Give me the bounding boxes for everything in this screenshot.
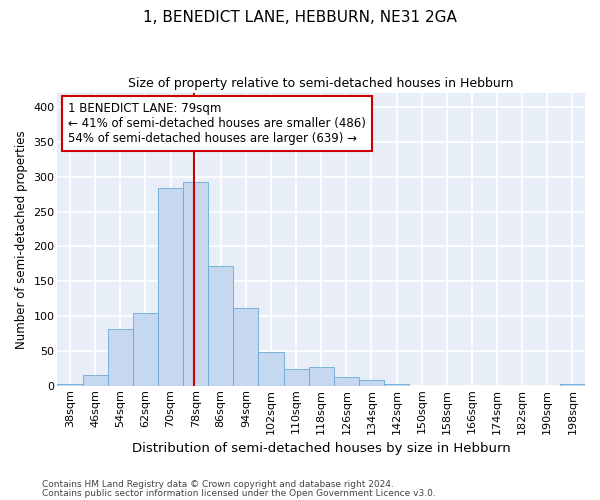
Title: Size of property relative to semi-detached houses in Hebburn: Size of property relative to semi-detach… <box>128 78 514 90</box>
Bar <box>308 367 334 386</box>
Bar <box>233 308 259 386</box>
Bar <box>58 384 83 386</box>
Y-axis label: Number of semi-detached properties: Number of semi-detached properties <box>15 130 28 349</box>
Bar <box>384 384 409 386</box>
Bar <box>359 380 384 386</box>
Text: 1 BENEDICT LANE: 79sqm
← 41% of semi-detached houses are smaller (486)
54% of se: 1 BENEDICT LANE: 79sqm ← 41% of semi-det… <box>68 102 366 145</box>
Bar <box>560 384 585 386</box>
X-axis label: Distribution of semi-detached houses by size in Hebburn: Distribution of semi-detached houses by … <box>132 442 511 455</box>
Bar <box>158 188 183 386</box>
Text: Contains public sector information licensed under the Open Government Licence v3: Contains public sector information licen… <box>42 488 436 498</box>
Bar <box>108 328 133 386</box>
Text: 1, BENEDICT LANE, HEBBURN, NE31 2GA: 1, BENEDICT LANE, HEBBURN, NE31 2GA <box>143 10 457 25</box>
Text: Contains HM Land Registry data © Crown copyright and database right 2024.: Contains HM Land Registry data © Crown c… <box>42 480 394 489</box>
Bar <box>208 266 233 386</box>
Bar <box>83 376 108 386</box>
Bar <box>284 369 308 386</box>
Bar <box>334 377 359 386</box>
Bar <box>183 182 208 386</box>
Bar <box>259 352 284 386</box>
Bar <box>133 312 158 386</box>
